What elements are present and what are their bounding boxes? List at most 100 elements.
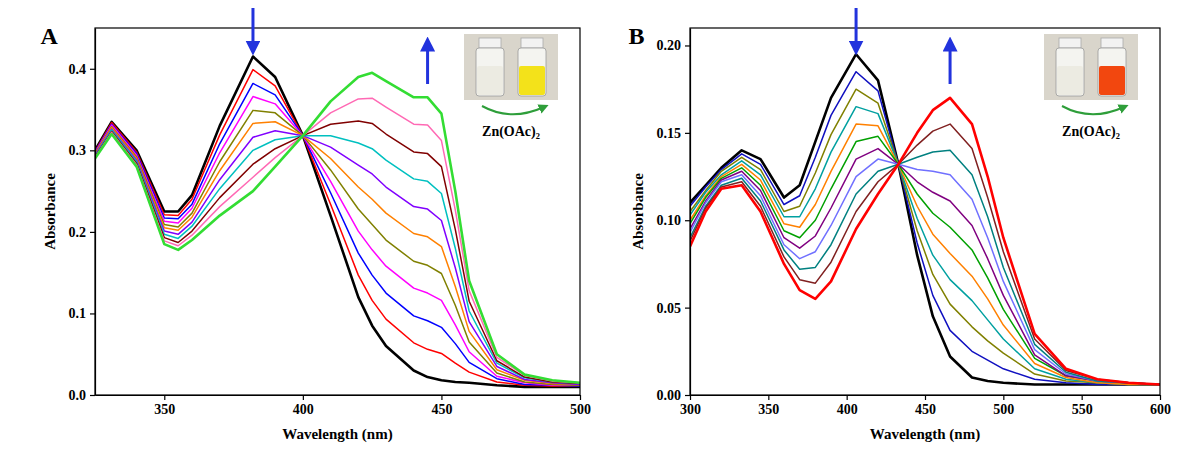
tick: 0.20 xyxy=(657,38,691,53)
reaction-arrow xyxy=(482,106,544,114)
tick-label: 0.3 xyxy=(69,143,87,158)
axis-line xyxy=(96,395,581,396)
annotation: Zn(OAc)₂ xyxy=(1062,124,1120,140)
tick: 0.4 xyxy=(69,62,96,77)
tick-label: 0.4 xyxy=(69,62,87,77)
tick: 500 xyxy=(570,395,591,417)
tick-mark xyxy=(1160,395,1161,400)
vial xyxy=(1098,48,1126,96)
tick-mark xyxy=(925,395,926,400)
spectrum-line xyxy=(690,149,1160,385)
spectrum-line xyxy=(690,72,1160,385)
tick: 0.1 xyxy=(69,306,96,321)
y-axis: 0.0 0.1 0.2 0.3 0.4 xyxy=(69,29,96,403)
tick: 300 xyxy=(680,395,701,417)
tick: 500 xyxy=(993,395,1014,417)
vial xyxy=(1056,48,1084,96)
y-axis-title: Absorbance xyxy=(630,173,646,250)
tick-mark xyxy=(90,313,95,314)
vial xyxy=(518,48,546,96)
tick-mark xyxy=(685,308,690,309)
plot-frame xyxy=(95,28,580,395)
vial-solution xyxy=(1099,66,1125,95)
tick-label: 400 xyxy=(293,402,314,417)
spectra xyxy=(690,54,1160,384)
panel-label: A xyxy=(41,23,59,49)
tick-mark xyxy=(690,395,691,400)
tick: 0.15 xyxy=(657,126,691,141)
vial-cap xyxy=(479,38,501,48)
tick-label: 0.05 xyxy=(657,301,682,316)
spectrum-line xyxy=(95,110,580,385)
inset-background xyxy=(464,34,558,100)
tick: 350 xyxy=(758,395,779,417)
tick: 350 xyxy=(154,395,175,417)
tick-label: 0.2 xyxy=(69,225,87,240)
tick: 0.00 xyxy=(657,388,691,403)
x-axis-title: Wavelength (nm) xyxy=(870,426,980,443)
reaction-arrow xyxy=(1062,106,1124,114)
spectrum-line xyxy=(690,124,1160,384)
tick-label: 0.00 xyxy=(657,388,682,403)
tick-mark xyxy=(1003,395,1004,400)
tick-mark xyxy=(685,395,690,396)
spectrum-line xyxy=(95,83,580,386)
tick-mark xyxy=(580,395,581,400)
tick-mark xyxy=(90,69,95,70)
tick: 400 xyxy=(293,395,314,417)
tick-mark xyxy=(164,395,165,400)
vial-solution xyxy=(1057,66,1083,95)
tick: 450 xyxy=(431,395,452,417)
inset-background xyxy=(1044,34,1138,100)
spectrum-line xyxy=(690,54,1160,384)
spectrum-line xyxy=(95,98,580,383)
tick: 0.05 xyxy=(657,301,691,316)
inset-photo xyxy=(464,34,558,114)
tick-mark xyxy=(685,133,690,134)
spectrum-line xyxy=(95,122,580,385)
tick: 400 xyxy=(837,395,858,417)
spectra xyxy=(95,57,580,387)
y-axis-title: Absorbance xyxy=(42,173,58,250)
spectrum-line xyxy=(95,73,580,383)
spectrum-line xyxy=(95,97,580,386)
vial xyxy=(476,48,504,96)
vial-cap xyxy=(1059,38,1081,48)
tick-label: 0.10 xyxy=(657,213,682,228)
tick: 550 xyxy=(1072,395,1093,417)
tick: 450 xyxy=(915,395,936,417)
tick-label: 0.20 xyxy=(657,38,682,53)
tick-mark xyxy=(90,232,95,233)
spectrum-line xyxy=(690,136,1160,384)
tick: 0.2 xyxy=(69,225,96,240)
x-axis: 300 350 400 450 500 550 600 xyxy=(680,395,1171,417)
spectrum-line xyxy=(690,107,1160,385)
tick-label: 400 xyxy=(837,402,858,417)
x-axis: 350 400 450 500 xyxy=(96,395,592,417)
tick-mark xyxy=(685,220,690,221)
trend-arrow xyxy=(426,44,429,84)
spectrum-line xyxy=(95,129,580,384)
tick-mark xyxy=(768,395,769,400)
vial-solution xyxy=(477,66,503,95)
tick-label: 0.0 xyxy=(69,388,87,403)
tick-mark xyxy=(90,150,95,151)
tick-label: 450 xyxy=(431,402,452,417)
tick-label: 300 xyxy=(680,402,701,417)
tick-label: 600 xyxy=(1150,402,1171,417)
tick-label: 450 xyxy=(915,402,936,417)
spectrum-line xyxy=(95,130,580,384)
tick: 0.0 xyxy=(69,388,96,403)
axis-line xyxy=(690,29,691,396)
trend-arrow xyxy=(855,8,858,48)
tick: 0.10 xyxy=(657,213,691,228)
tick-label: 550 xyxy=(1072,402,1093,417)
trend-arrow xyxy=(251,8,254,48)
tick-label: 500 xyxy=(993,402,1014,417)
axis-line xyxy=(95,29,96,396)
tick-mark xyxy=(90,395,95,396)
tick-label: 0.1 xyxy=(69,306,87,321)
annotation: Zn(OAc)₂ xyxy=(482,124,540,140)
inset-photo xyxy=(1044,34,1138,114)
tick-label: 500 xyxy=(570,402,591,417)
